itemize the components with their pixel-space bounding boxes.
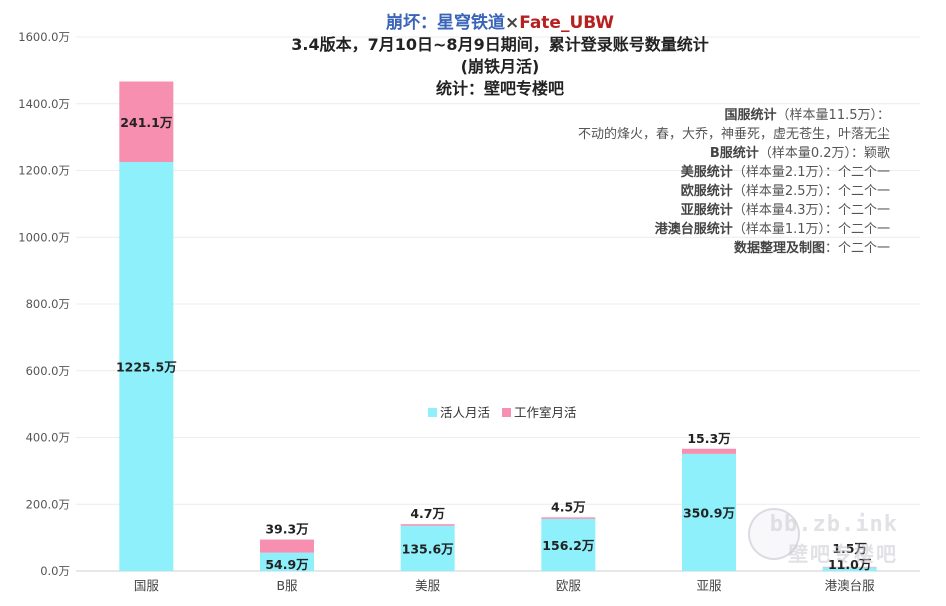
data-label-active: 1225.5万 bbox=[116, 359, 177, 374]
y-tick-label: 1400.0万 bbox=[18, 97, 70, 111]
credit-value: （样本量4.3万）：个二个一 bbox=[732, 203, 890, 218]
bar-segment-studio bbox=[119, 81, 174, 162]
data-label-studio: 1.5万 bbox=[832, 541, 867, 556]
x-tick-label: 亚服 bbox=[696, 578, 722, 593]
chart-subtitle-note: (崩铁月活) bbox=[460, 57, 540, 76]
data-label-studio: 241.1万 bbox=[120, 115, 172, 130]
credit-value: （样本量2.5万）：个二个一 bbox=[732, 184, 890, 199]
credit-key: 美服统计 bbox=[680, 165, 733, 180]
credit-key: 港澳台服统计 bbox=[654, 222, 733, 237]
bar-segment-studio bbox=[682, 448, 736, 454]
credit-line: 数据整理及制图：个二个一 bbox=[578, 239, 890, 258]
x-tick-label: 美服 bbox=[415, 578, 441, 593]
legend-label-active: 活人月活 bbox=[440, 405, 490, 420]
credit-line: 不动的烽火，春，大乔，神垂死，虚无苍生，叶落无尘 bbox=[578, 125, 890, 144]
chart-subtitle: 3.4版本，7月10日~8月9日期间，累计登录账号数量统计 bbox=[291, 35, 709, 54]
watermark: bb.zb.ink 壁吧专楼吧 bbox=[748, 508, 898, 568]
bar-segment-studio bbox=[260, 539, 314, 553]
credit-key: 国服统计 bbox=[724, 108, 777, 123]
bar-segment-studio bbox=[822, 566, 877, 568]
legend-swatch-active bbox=[428, 408, 437, 417]
credit-line: 国服统计（样本量11.5万）： bbox=[578, 106, 890, 125]
data-label-active: 135.6万 bbox=[402, 541, 454, 556]
x-tick-label: B服 bbox=[276, 578, 298, 593]
credit-value: （样本量2.1万）：个二个一 bbox=[732, 165, 890, 180]
data-label-active: 54.9万 bbox=[265, 557, 308, 572]
bar-segment-active bbox=[400, 525, 455, 571]
title-collab: Fate_UBW bbox=[519, 13, 615, 33]
bar-segment-active bbox=[822, 567, 877, 571]
bar-segment-studio bbox=[400, 524, 455, 526]
data-label-active: 11.0万 bbox=[828, 557, 871, 572]
data-label-studio: 39.3万 bbox=[265, 522, 308, 537]
credit-value: （样本量0.2万）：颖歌 bbox=[758, 146, 890, 161]
credit-line: 欧服统计（样本量2.5万）：个二个一 bbox=[578, 182, 890, 201]
legend-swatch-studio bbox=[502, 408, 511, 417]
y-tick-label: 600.0万 bbox=[26, 364, 70, 378]
credit-value: （样本量1.1万）：个二个一 bbox=[732, 222, 890, 237]
x-tick-label: 港澳台服 bbox=[825, 578, 876, 593]
credit-key: 数据整理及制图 bbox=[733, 241, 825, 256]
y-tick-label: 1600.0万 bbox=[18, 30, 70, 44]
title-separator: × bbox=[504, 13, 520, 33]
data-label-studio: 15.3万 bbox=[687, 431, 730, 446]
credit-value: 不动的烽火，春，大乔，神垂死，虚无苍生，叶落无尘 bbox=[577, 127, 890, 142]
title-game: 崩坏：星穹铁道 bbox=[385, 13, 505, 33]
credit-key: B服统计 bbox=[709, 146, 759, 161]
credit-line: B服统计（样本量0.2万）：颖歌 bbox=[578, 144, 890, 163]
credit-value: （样本量11.5万）： bbox=[776, 108, 890, 123]
chart-title-block: 崩坏：星穹铁道×Fate_UBW 3.4版本，7月10日~8月9日期间，累计登录… bbox=[250, 12, 750, 100]
watermark-name: 壁吧专楼吧 bbox=[788, 542, 898, 566]
y-tick-label: 200.0万 bbox=[26, 497, 70, 511]
y-tick-label: 400.0万 bbox=[26, 431, 70, 445]
y-tick-label: 800.0万 bbox=[26, 297, 70, 311]
data-label-studio: 4.5万 bbox=[551, 499, 586, 514]
x-tick-label: 国服 bbox=[134, 578, 160, 593]
credit-line: 亚服统计（样本量4.3万）：个二个一 bbox=[578, 201, 890, 220]
watermark-avatar-icon bbox=[748, 508, 800, 560]
data-label-studio: 4.7万 bbox=[410, 506, 445, 521]
legend-label-studio: 工作室月活 bbox=[514, 405, 577, 420]
y-tick-label: 1200.0万 bbox=[18, 164, 70, 178]
y-tick-label: 1000.0万 bbox=[18, 230, 70, 244]
bar-segment-active bbox=[260, 552, 314, 571]
bar-segment-active bbox=[119, 161, 174, 571]
watermark-url: bb.zb.ink bbox=[769, 512, 898, 537]
bar-segment-active bbox=[682, 453, 736, 571]
data-label-active: 350.9万 bbox=[683, 505, 735, 520]
credit-value: ：个二个一 bbox=[824, 241, 890, 256]
chart-source: 统计：壁吧专楼吧 bbox=[435, 79, 564, 98]
credit-key: 亚服统计 bbox=[680, 203, 733, 218]
credit-key: 欧服统计 bbox=[680, 184, 733, 199]
credit-line: 港澳台服统计（样本量1.1万）：个二个一 bbox=[578, 220, 890, 239]
bar-segment-studio bbox=[541, 517, 596, 519]
y-tick-label: 0.0万 bbox=[40, 564, 70, 578]
data-label-active: 156.2万 bbox=[542, 538, 594, 553]
chart-title: 崩坏：星穹铁道×Fate_UBW bbox=[250, 12, 750, 34]
x-tick-label: 欧服 bbox=[556, 578, 582, 593]
credit-line: 美服统计（样本量2.1万）：个二个一 bbox=[578, 163, 890, 182]
bar-segment-active bbox=[541, 518, 596, 571]
credits-block: 国服统计（样本量11.5万）： 不动的烽火，春，大乔，神垂死，虚无苍生，叶落无尘… bbox=[578, 106, 890, 258]
